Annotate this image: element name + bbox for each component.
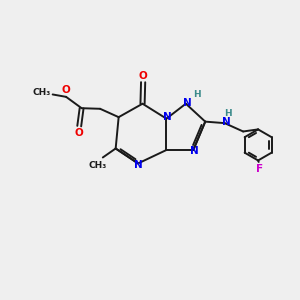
Text: O: O — [61, 85, 70, 95]
Text: N: N — [183, 98, 192, 108]
Text: N: N — [134, 160, 142, 170]
Text: N: N — [222, 117, 231, 127]
Text: CH₃: CH₃ — [88, 161, 107, 170]
Text: CH₃: CH₃ — [32, 88, 50, 98]
Text: H: H — [224, 109, 232, 118]
Text: O: O — [75, 128, 84, 138]
Text: O: O — [139, 70, 148, 81]
Text: F: F — [256, 164, 263, 174]
Text: N: N — [190, 146, 199, 157]
Text: N: N — [163, 112, 171, 122]
Text: H: H — [194, 90, 201, 99]
